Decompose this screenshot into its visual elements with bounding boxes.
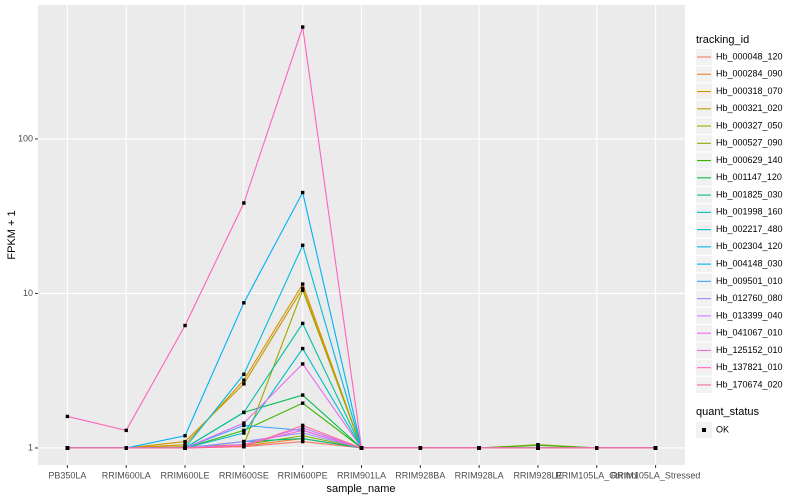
- y-tick-label: 100: [18, 133, 33, 143]
- data-point: [242, 423, 246, 428]
- legend-label: Hb_125152_010: [716, 345, 783, 355]
- legend-label: Hb_041067_010: [716, 328, 783, 338]
- legend-label: Hb_002304_120: [716, 241, 783, 251]
- x-axis-title: sample_name: [326, 483, 395, 495]
- data-point: [242, 443, 246, 447]
- legend-label: Hb_000318_070: [716, 86, 783, 96]
- data-point: [536, 446, 540, 450]
- x-tick-label: RRIM600LE: [161, 470, 210, 480]
- data-point: [124, 446, 128, 450]
- data-point: [300, 428, 305, 433]
- y-axis-title: FPKM + 1: [6, 210, 18, 259]
- data-point: [183, 439, 187, 444]
- data-point: [300, 321, 305, 326]
- data-point: [300, 282, 305, 286]
- legend-label: Hb_000048_120: [716, 51, 783, 61]
- data-point: [300, 423, 305, 428]
- legend-label: Hb_004148_030: [716, 258, 783, 268]
- data-point: [242, 410, 246, 415]
- x-tick-label: RRIM901LA: [337, 470, 386, 480]
- data-point: [242, 428, 246, 433]
- legend-label: Hb_001825_030: [716, 189, 783, 199]
- data-point: [183, 443, 187, 447]
- data-point: [477, 446, 481, 450]
- data-point: [300, 362, 305, 366]
- data-point: [300, 439, 305, 444]
- data-point: [653, 446, 658, 450]
- x-tick-label: RRIM105LA_Stressed: [611, 470, 701, 480]
- data-point: [242, 431, 246, 435]
- x-tick-label: RRIM600SE: [219, 470, 269, 480]
- data-point: [242, 382, 246, 386]
- data-point: [595, 446, 599, 450]
- data-point: [183, 446, 187, 450]
- data-point: [359, 446, 364, 450]
- legend-label: Hb_137821_010: [716, 362, 783, 372]
- y-tick-label: 1: [28, 442, 33, 452]
- data-point: [242, 421, 246, 425]
- legend-label: Hb_000321_020: [716, 103, 783, 113]
- data-point: [300, 426, 305, 430]
- data-point: [418, 446, 423, 450]
- legend-label: Hb_002217_480: [716, 224, 783, 234]
- x-tick-label: RRIM600LA: [102, 470, 151, 480]
- data-point: [536, 443, 540, 448]
- x-tick-label: RRIM928LA: [455, 470, 504, 480]
- point-legend-title: quant_status: [696, 406, 759, 418]
- x-tick-label: RRIM600PE: [278, 470, 328, 480]
- data-point: [242, 301, 246, 305]
- data-point: [300, 434, 305, 438]
- data-point: [242, 372, 246, 376]
- legend-label: Hb_170674_020: [716, 379, 783, 389]
- legend-label: Hb_001147_120: [716, 172, 782, 182]
- data-point: [300, 436, 305, 441]
- data-point: [242, 439, 246, 444]
- data-point: [300, 243, 305, 247]
- x-tick-label: PB350LA: [48, 470, 86, 480]
- x-tick-label: RRIM928BA: [395, 470, 445, 480]
- data-point: [65, 446, 70, 450]
- data-point: [242, 444, 246, 449]
- x-tick-label: RRIM928LE: [513, 470, 562, 480]
- legend-label: Hb_013399_040: [716, 310, 783, 320]
- legend-label: Hb_012760_080: [716, 293, 783, 303]
- legend-label: Hb_009501_010: [716, 276, 783, 286]
- data-point: [300, 431, 305, 435]
- legend-label: Hb_000284_090: [716, 69, 783, 79]
- legend-label: Hb_000629_140: [716, 155, 783, 165]
- data-point: [300, 393, 305, 397]
- data-point: [300, 25, 305, 29]
- data-point: [300, 401, 305, 405]
- data-point: [124, 428, 128, 433]
- legend-label: Hb_000527_090: [716, 138, 783, 148]
- data-point: [242, 201, 246, 205]
- x-tick-label: RRIM105LA_Control: [555, 470, 638, 480]
- data-point: [300, 346, 305, 351]
- legend-title: tracking_id: [696, 34, 749, 46]
- legend-label: OK: [716, 424, 729, 434]
- legend-point: [702, 428, 706, 432]
- data-point: [183, 323, 187, 328]
- data-point: [242, 378, 246, 382]
- data-point: [300, 286, 305, 291]
- data-point: [65, 414, 70, 419]
- data-point: [300, 190, 305, 195]
- data-point: [183, 434, 187, 438]
- y-tick-label: 10: [23, 288, 33, 298]
- legend-label: Hb_000327_050: [716, 120, 783, 130]
- data-point: [300, 288, 305, 292]
- legend-label: Hb_001998_160: [716, 207, 783, 217]
